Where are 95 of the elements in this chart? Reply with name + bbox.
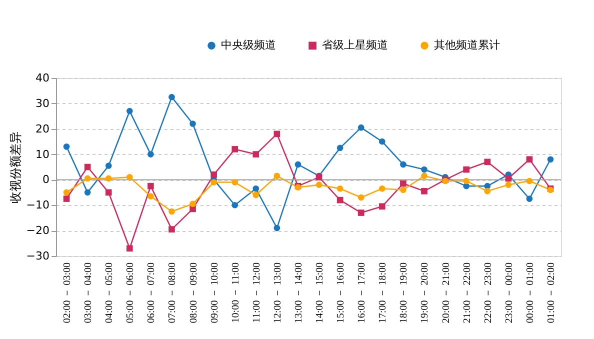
point <box>400 186 406 194</box>
legend-label: 其他频道累计 <box>434 38 500 52</box>
x-tick-label: 20:00 － 21:00 <box>440 262 452 324</box>
point <box>274 130 280 138</box>
x-tick-label: 14:00 － 15:00 <box>314 262 326 324</box>
point <box>336 196 344 204</box>
point <box>126 174 133 180</box>
point <box>526 178 533 184</box>
x-tick-label: 22:00 － 23:00 <box>482 262 494 324</box>
y-tick-label: 10 <box>36 148 50 161</box>
point <box>190 200 196 208</box>
point <box>505 182 512 188</box>
point <box>400 161 406 168</box>
point <box>274 172 280 180</box>
x-tick-label: 04:00 － 05:00 <box>104 262 116 324</box>
point <box>168 208 175 215</box>
point <box>105 162 112 169</box>
point <box>84 164 91 170</box>
point <box>63 196 70 202</box>
point <box>358 124 364 131</box>
point <box>148 193 154 200</box>
point <box>126 245 133 252</box>
x-tick-label: 15:00 － 16:00 <box>336 262 347 324</box>
x-tick-label: 23:00 － 00:00 <box>504 262 515 324</box>
x-tick-label: 13:00 － 14:00 <box>293 262 304 324</box>
point <box>463 178 470 184</box>
point <box>526 196 533 202</box>
y-tick-label: −10 <box>26 198 50 212</box>
point <box>316 182 322 188</box>
point <box>378 203 386 210</box>
point <box>336 185 344 192</box>
x-tick-label: 09:00 － 10:00 <box>209 262 220 324</box>
x-tick-label: 01:00 － 02:00 <box>546 262 557 324</box>
x-tick-label: 19:00 － 20:00 <box>420 262 431 324</box>
point <box>358 210 364 216</box>
point <box>484 158 491 166</box>
legend-label: 省级上星频道 <box>322 38 388 52</box>
point <box>105 175 112 182</box>
point <box>526 156 533 163</box>
point <box>274 224 280 232</box>
point <box>168 226 175 232</box>
point <box>232 202 238 208</box>
x-tick-label: 00:00 － 01:00 <box>524 262 536 324</box>
x-tick-label: 11:00 － 12:00 <box>251 262 262 323</box>
point <box>336 144 344 152</box>
x-tick-label: 17:00 － 18:00 <box>378 262 389 324</box>
x-tick-label: 08:00 － 09:00 <box>188 262 200 324</box>
x-tick-label: 03:00 － 04:00 <box>83 262 94 324</box>
y-tick-label: 0 <box>42 173 50 186</box>
point <box>126 108 133 114</box>
point <box>505 175 512 182</box>
y-tick-label: −30 <box>26 250 50 262</box>
point <box>547 156 554 163</box>
point <box>105 189 112 196</box>
point <box>63 189 70 196</box>
legend-label: 中央级频道 <box>221 38 276 52</box>
x-tick-label: 05:00 － 06:00 <box>125 262 136 324</box>
point <box>210 171 217 178</box>
x-tick-label: 07:00 － 08:00 <box>167 262 178 324</box>
point <box>84 175 91 182</box>
point <box>378 185 386 192</box>
y-tick-label: 20 <box>36 122 50 136</box>
x-tick-label: 21:00 － 22:00 <box>462 262 473 324</box>
y-tick-label: 40 <box>36 72 50 84</box>
point <box>210 179 217 186</box>
x-tick-label: 10:00 － 11:00 <box>230 262 242 323</box>
point <box>168 94 175 100</box>
point <box>252 185 260 192</box>
point <box>421 172 428 180</box>
point <box>421 188 428 194</box>
y-tick-label: −20 <box>26 224 50 238</box>
point <box>190 120 196 127</box>
point <box>400 180 406 187</box>
point <box>252 192 260 198</box>
point <box>378 138 386 145</box>
x-tick-label: 06:00 － 07:00 <box>146 262 158 324</box>
point <box>421 166 428 173</box>
point <box>148 182 154 190</box>
y-tick-label: 30 <box>36 96 50 110</box>
point <box>63 144 70 150</box>
point <box>294 161 302 168</box>
x-tick-label: 18:00 － 19:00 <box>398 262 410 324</box>
point <box>252 151 260 158</box>
point <box>463 182 470 190</box>
point <box>232 146 238 152</box>
point <box>484 188 491 194</box>
point <box>84 189 91 196</box>
point <box>358 194 364 201</box>
x-tick-label: 16:00 － 17:00 <box>356 262 368 324</box>
point <box>148 151 154 158</box>
y-axis-title: 收视份额差异 <box>8 132 22 204</box>
point <box>232 179 238 186</box>
x-tick-label: 12:00 － 13:00 <box>272 262 284 324</box>
point <box>463 166 470 173</box>
x-tick-label: 02:00 － 03:00 <box>62 262 74 324</box>
